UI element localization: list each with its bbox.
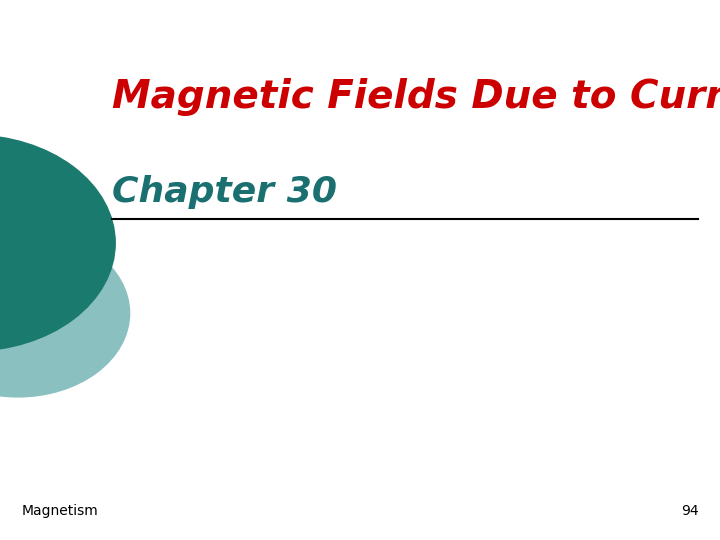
Text: Magnetic Fields Due to Currents: Magnetic Fields Due to Currents bbox=[112, 78, 720, 116]
Circle shape bbox=[0, 230, 130, 397]
Text: 94: 94 bbox=[681, 504, 698, 518]
Text: Chapter 30: Chapter 30 bbox=[112, 175, 337, 208]
Text: Magnetism: Magnetism bbox=[22, 504, 99, 518]
Circle shape bbox=[0, 135, 115, 351]
